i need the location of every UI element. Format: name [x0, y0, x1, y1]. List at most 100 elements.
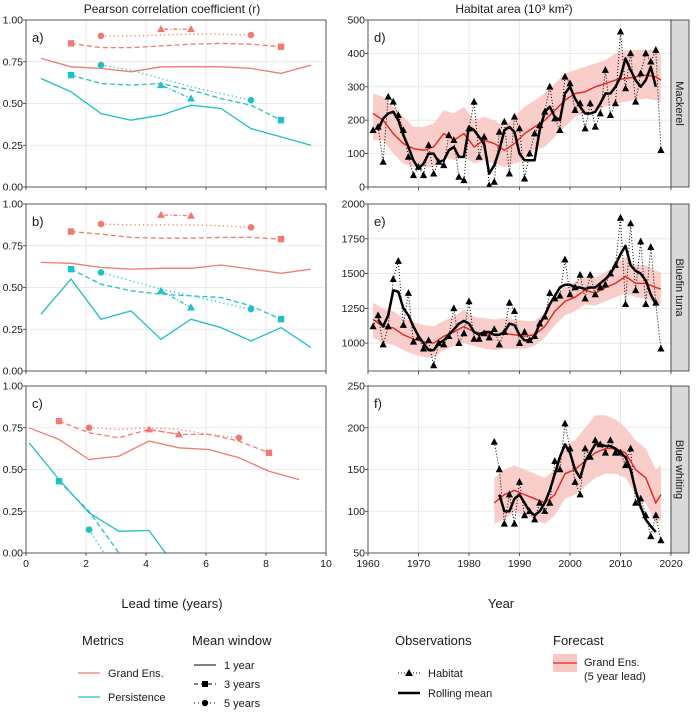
habitat-point — [465, 297, 473, 305]
habitat-point — [586, 99, 594, 107]
habitat-point — [576, 99, 584, 107]
habitat-point — [586, 270, 594, 278]
habitat-point — [546, 289, 554, 296]
habitat-point — [561, 419, 569, 427]
habitat-point — [652, 298, 660, 306]
habitat-point — [486, 181, 493, 187]
legend-forecast: Forecast Grand Ens. (5 year lead) — [553, 633, 646, 683]
series-line — [40, 57, 312, 75]
y-tick-label: 200 — [347, 115, 365, 127]
habitat-point — [556, 465, 564, 473]
series-marker — [265, 449, 273, 456]
rolling-mean-line — [376, 57, 658, 175]
habitat-point — [455, 172, 463, 180]
habitat-point — [465, 124, 473, 132]
habitat-point — [531, 129, 539, 137]
habitat-point — [611, 448, 620, 456]
series-line — [100, 64, 252, 101]
habitat-point — [445, 131, 453, 139]
y-tick-label: 0.75 — [3, 422, 24, 434]
habitat-point — [430, 361, 438, 369]
habitat-point — [526, 149, 534, 157]
series-marker — [97, 61, 105, 69]
habitat-point — [596, 440, 604, 448]
y-tick-label: 400 — [347, 48, 365, 60]
habitat-point — [581, 294, 589, 302]
habitat-point — [409, 337, 418, 345]
habitat-point — [450, 304, 458, 312]
series-line — [28, 442, 167, 553]
series-line — [100, 271, 252, 310]
x-tick-label: 1960 — [356, 558, 380, 570]
plot-area — [369, 27, 665, 187]
plot-area — [40, 25, 312, 146]
habitat-point — [445, 332, 453, 340]
y-tick-label: 100 — [347, 148, 365, 160]
panel-frame — [25, 19, 327, 188]
legend-observations: Observations Habitat Rolling mean — [395, 633, 492, 700]
habitat-point — [632, 97, 640, 105]
legend-rolling-mean-label: Rolling mean — [428, 688, 492, 700]
series-marker — [187, 303, 195, 311]
y-tick-label: 0.25 — [3, 506, 24, 518]
species-strip — [670, 19, 690, 188]
habitat-point — [606, 436, 614, 444]
panel-c: 0.00 0.25 0.50 0.75 1.00 0 2 4 6 8 10 c) — [3, 381, 332, 571]
habitat-point — [647, 243, 655, 250]
habitat-point — [601, 280, 609, 288]
habitat-point — [495, 127, 503, 135]
habitat-point — [571, 283, 579, 291]
series-line — [100, 223, 252, 229]
habitat-point — [374, 311, 382, 319]
habitat-point — [637, 494, 645, 502]
series-line — [70, 74, 282, 121]
series-marker — [67, 228, 75, 235]
habitat-point — [409, 171, 418, 179]
habitat-point — [490, 177, 498, 185]
forecast-ribbon — [373, 256, 661, 358]
habitat-point — [657, 344, 665, 352]
series-line — [70, 268, 282, 320]
x-tick-label: 8 — [263, 558, 269, 570]
habitat-point — [510, 112, 519, 120]
panel-e: 1000 1250 1500 1750 2000 e) Bluefin tuna — [342, 199, 690, 374]
habitat-point — [647, 57, 655, 65]
habitat-point — [526, 507, 534, 515]
panel-label: e) — [374, 214, 386, 229]
habitat-point — [561, 255, 569, 263]
habitat-point — [414, 333, 423, 341]
habitat-point — [500, 117, 508, 125]
series-marker — [277, 235, 285, 243]
legend-habitat-label: Habitat — [428, 668, 463, 680]
series-marker — [67, 71, 75, 79]
habitat-point — [460, 176, 468, 184]
x-tick-label: 4 — [143, 558, 149, 570]
species-label: Mackerel — [673, 81, 685, 126]
y-tick-label: 1.00 — [3, 15, 24, 27]
panel-a: 0.00 0.25 0.50 0.75 1.00 a) — [3, 15, 327, 194]
habitat-point — [566, 290, 574, 298]
habitat-point — [637, 69, 645, 77]
legend-persistence-label: Persistence — [108, 692, 165, 704]
habitat-point — [571, 478, 579, 485]
habitat-point — [536, 319, 544, 327]
habitat-point — [475, 334, 483, 342]
species-label: Blue whiting — [673, 440, 685, 499]
series-marker — [187, 211, 195, 219]
habitat-point — [546, 498, 554, 506]
series-marker — [277, 43, 285, 50]
right-x-axis-label: Year — [488, 596, 515, 611]
habitat-point — [637, 237, 645, 245]
y-tick-label: 150 — [347, 464, 365, 476]
habitat-point — [531, 515, 539, 523]
habitat-point — [419, 171, 428, 179]
habitat-point — [435, 339, 443, 346]
series-marker — [247, 96, 255, 104]
legend-forecast-label: Grand Ens. — [584, 657, 640, 669]
series-marker — [67, 265, 75, 273]
y-tick-label: 500 — [347, 15, 365, 27]
habitat-point — [374, 122, 382, 130]
x-tick-label: 0 — [23, 558, 29, 570]
habitat-point — [455, 339, 463, 346]
habitat-point — [541, 107, 549, 115]
